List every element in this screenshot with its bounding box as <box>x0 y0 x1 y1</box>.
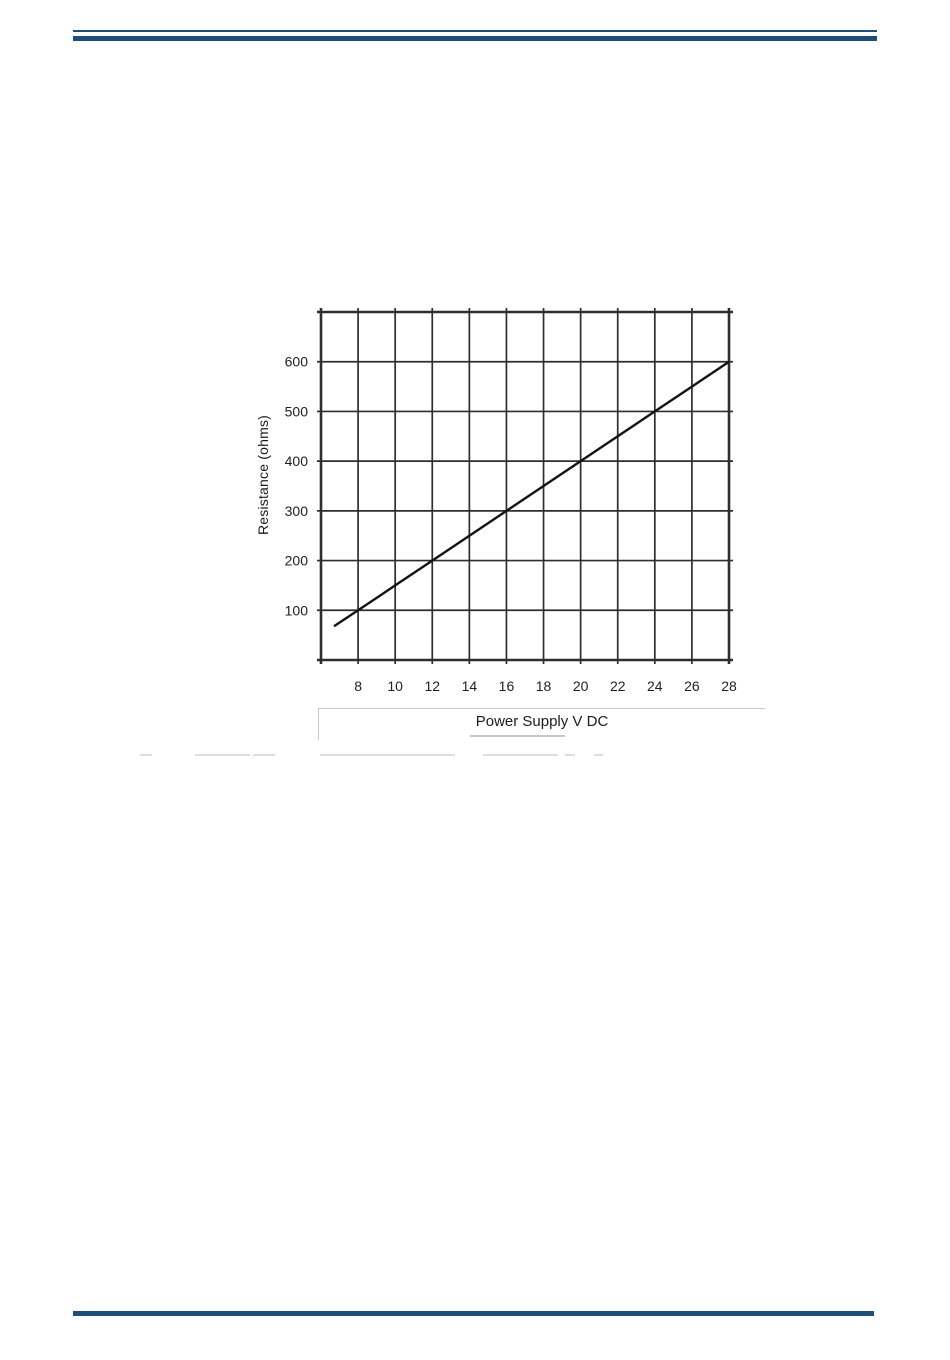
x-tick-label-10: 10 <box>387 678 403 694</box>
scan-remnant <box>470 735 565 737</box>
x-tick-label-16: 16 <box>499 678 515 694</box>
chart-figure: 8 10 12 14 16 18 20 22 24 26 28 100 200 300 400 500 600 <box>230 285 790 755</box>
footer-rule <box>73 1311 874 1316</box>
scan-remnant <box>565 754 575 756</box>
x-tick-label-14: 14 <box>462 678 478 694</box>
y-tick-label-300: 300 <box>285 503 309 519</box>
scan-remnant <box>320 754 455 756</box>
x-tick-label-12: 12 <box>424 678 440 694</box>
header-rule-thin <box>73 30 877 32</box>
y-tick-label-100: 100 <box>285 602 309 618</box>
x-axis-title: Power Supply V DC <box>475 713 609 730</box>
y-tick-label-500: 500 <box>285 403 309 419</box>
data-line <box>333 360 730 628</box>
x-axis-title-box: Power Supply V DC <box>318 708 765 740</box>
x-tick-label-18: 18 <box>536 678 552 694</box>
scan-remnant <box>140 754 152 756</box>
y-axis-title: Resistance (ohms) <box>255 414 271 536</box>
x-tick-label-28: 28 <box>721 678 737 694</box>
x-tick-label-20: 20 <box>573 678 589 694</box>
y-tick-label-400: 400 <box>285 453 309 469</box>
x-tick-label-24: 24 <box>647 678 663 694</box>
x-tick-label-8: 8 <box>354 678 362 694</box>
scan-remnant <box>253 754 275 756</box>
y-tick-label-200: 200 <box>285 553 309 569</box>
resistance-vs-voltage-chart: 8 10 12 14 16 18 20 22 24 26 28 100 200 300 400 500 600 <box>285 308 737 694</box>
x-tick-label-22: 22 <box>610 678 626 694</box>
x-tick-label-26: 26 <box>684 678 700 694</box>
header-rule-thick <box>73 36 877 41</box>
y-tick-label-600: 600 <box>285 354 309 370</box>
scan-remnant <box>195 754 250 756</box>
scan-remnant <box>594 754 603 756</box>
scan-remnant <box>483 754 558 756</box>
